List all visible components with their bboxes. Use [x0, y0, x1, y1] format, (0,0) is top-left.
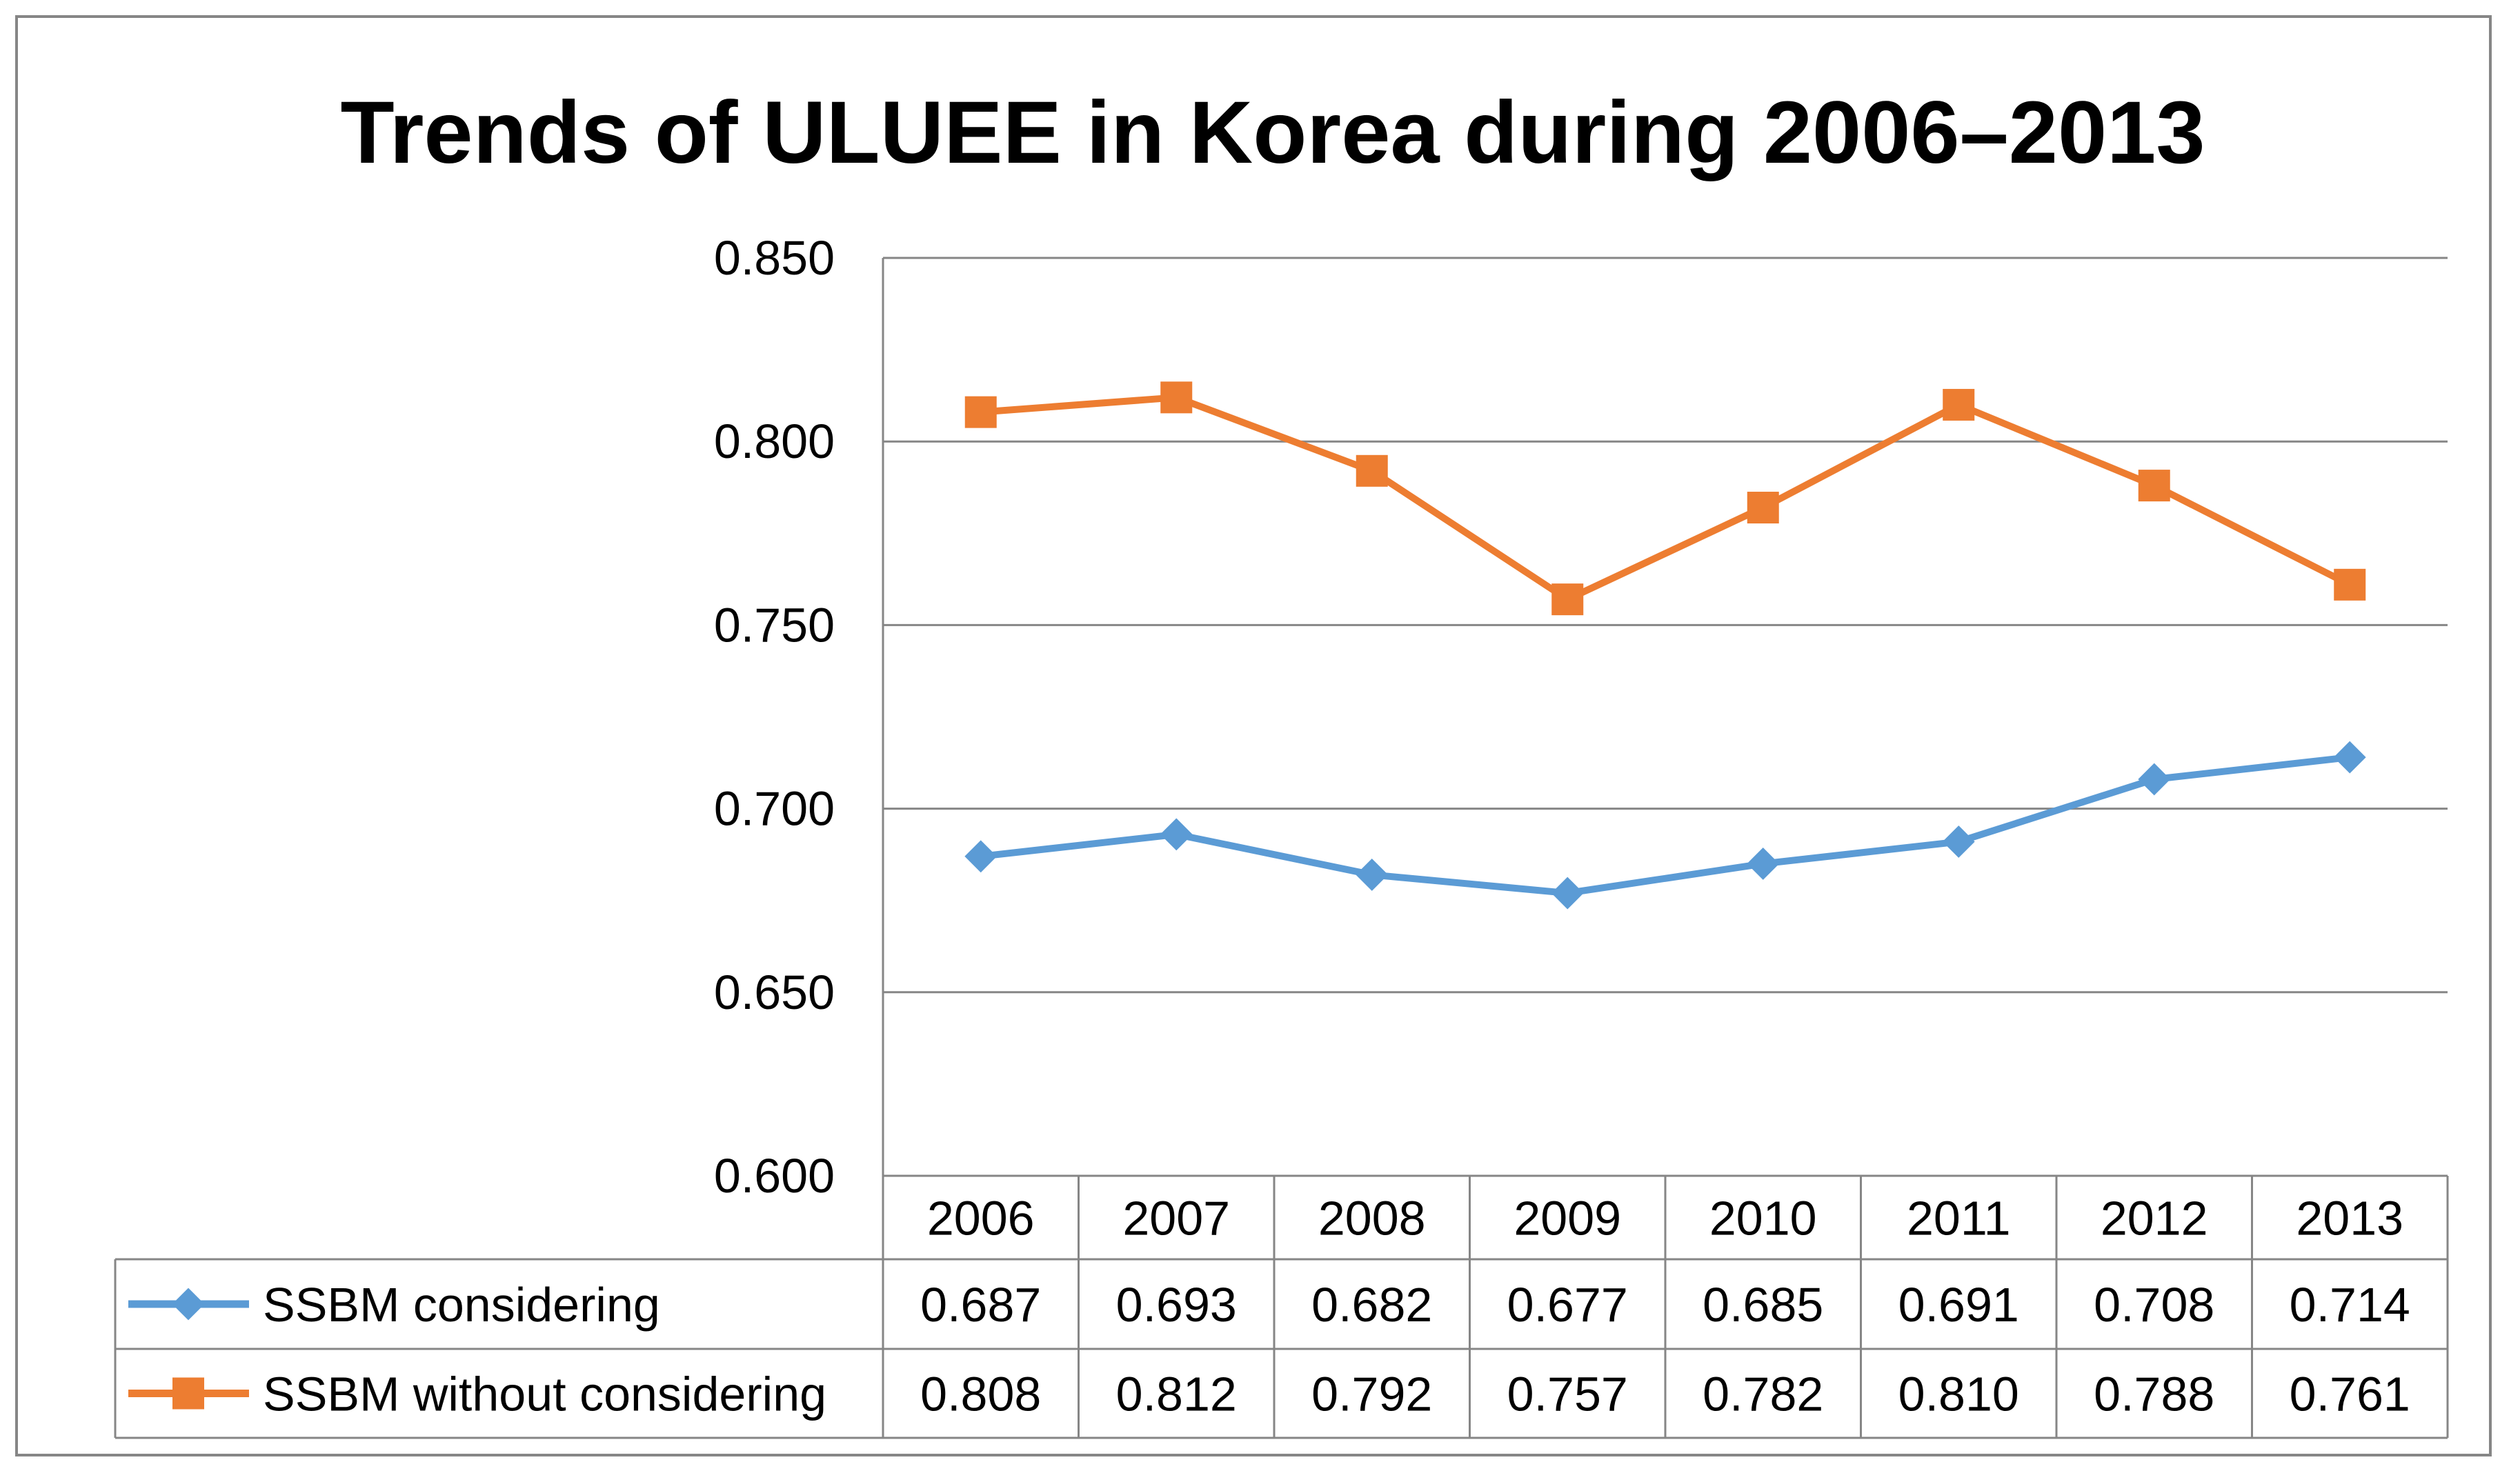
data-point: [1356, 859, 1389, 891]
data-point: [2333, 741, 2366, 774]
y-tick-label: 0.850: [714, 231, 835, 285]
data-value-label: 0.691: [1898, 1278, 2019, 1332]
legend-label: SSBM considering: [263, 1278, 660, 1332]
x-category-label: 2006: [927, 1192, 1035, 1245]
data-value-label: 0.761: [2290, 1368, 2410, 1421]
legend-key-marker: [172, 1288, 205, 1321]
y-axis-ticks: 0.850 0.800 0.750 0.700 0.650 0.600: [714, 231, 835, 1203]
legend-key-marker: [172, 1377, 204, 1410]
data-point: [2138, 763, 2171, 796]
series-line: [980, 394, 2352, 603]
data-point: [1160, 818, 1193, 851]
data-point: [1551, 877, 1584, 910]
gridlines: [882, 257, 2448, 1177]
x-category-label: 2013: [2296, 1192, 2403, 1245]
data-point: [2138, 470, 2170, 502]
y-tick-label: 0.650: [714, 965, 835, 1019]
data-value-label: 0.788: [2094, 1368, 2214, 1421]
data-value-label: 0.808: [920, 1368, 1041, 1421]
data-value-label: 0.810: [1898, 1368, 2019, 1421]
x-category-label: 2007: [1122, 1192, 1230, 1245]
y-tick-label: 0.600: [714, 1149, 835, 1203]
data-value-label: 0.812: [1116, 1368, 1237, 1421]
series-lines: [964, 381, 2366, 910]
x-category-label: 2009: [1514, 1192, 1621, 1245]
x-category-label: 2011: [1907, 1192, 2011, 1245]
data-value-label: 0.757: [1507, 1368, 1628, 1421]
data-point: [1747, 492, 1779, 524]
chart-frame: Trends of ULUEE in Korea during 2006–201…: [15, 15, 2492, 1456]
x-category-label: 2012: [2101, 1192, 2208, 1245]
y-tick-label: 0.800: [714, 414, 835, 468]
data-table: 2006 2007 2008 2009 2010 2011 2012 2013 SSBM con…: [114, 1174, 2449, 1439]
data-point: [964, 396, 997, 428]
data-point: [964, 840, 998, 873]
legend-label: SSBM without considering: [263, 1368, 826, 1421]
x-category-label: 2010: [1709, 1192, 1817, 1245]
data-point: [1551, 583, 1584, 616]
data-value-label: 0.687: [920, 1278, 1041, 1332]
data-point: [2334, 568, 2366, 601]
data-value-label: 0.685: [1703, 1278, 1823, 1332]
data-point: [1356, 454, 1388, 487]
data-point: [1943, 388, 1975, 421]
data-value-label: 0.693: [1116, 1278, 1237, 1332]
data-value-label: 0.782: [1703, 1368, 1823, 1421]
data-point: [1942, 825, 1975, 858]
chart-title: Trends of ULUEE in Korea during 2006–201…: [340, 83, 2205, 182]
data-value-label: 0.792: [1311, 1368, 1432, 1421]
y-tick-label: 0.750: [714, 598, 835, 652]
x-category-label: 2008: [1318, 1192, 1426, 1245]
series-line: [980, 754, 2350, 897]
data-point: [1747, 848, 1780, 880]
data-value-label: 0.708: [2094, 1278, 2214, 1332]
line-chart: Trends of ULUEE in Korea during 2006–201…: [114, 83, 2449, 1439]
y-tick-label: 0.700: [714, 782, 835, 836]
data-value-label: 0.677: [1507, 1278, 1628, 1332]
data-point: [1160, 381, 1193, 414]
data-value-label: 0.682: [1311, 1278, 1432, 1332]
data-value-label: 0.714: [2290, 1278, 2410, 1332]
